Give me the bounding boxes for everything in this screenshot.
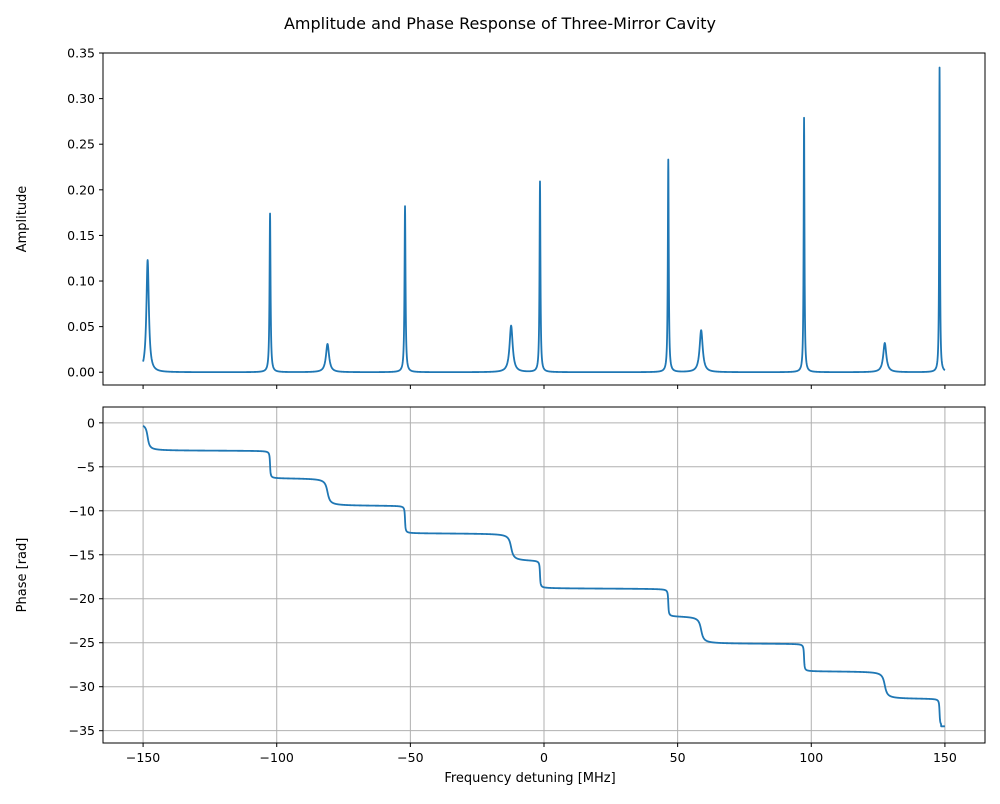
figure-title: Amplitude and Phase Response of Three-Mi… <box>284 14 716 33</box>
y-tick-label: 0.10 <box>67 274 95 289</box>
x-tick-label: −150 <box>126 750 160 765</box>
x-tick-label: −100 <box>260 750 294 765</box>
phase-xlabel: Frequency detuning [MHz] <box>444 771 615 786</box>
y-tick-label: 0.20 <box>67 182 95 197</box>
amplitude-panel: 0.00 0.05 0.10 0.15 0.20 0.25 0.30 0.35 Amplitu… <box>15 46 986 389</box>
y-tick-label: 0.35 <box>67 46 95 61</box>
y-tick-label: −10 <box>69 503 95 518</box>
amplitude-ylabel: Amplitude <box>15 186 30 253</box>
amplitude-axes-frame <box>102 52 986 386</box>
x-tick-label: 100 <box>799 750 823 765</box>
amplitude-series-line <box>142 66 946 374</box>
x-tick-label: 50 <box>670 750 686 765</box>
y-tick-label: −30 <box>69 679 95 694</box>
y-tick-label: 0.00 <box>67 365 95 380</box>
y-tick-label: 0.15 <box>67 228 95 243</box>
y-tick-label: 0.05 <box>67 319 95 334</box>
x-tick-label: 0 <box>540 750 548 765</box>
y-tick-label: −25 <box>69 635 95 650</box>
y-tick-label: −15 <box>69 547 95 562</box>
y-tick-label: −35 <box>69 723 95 738</box>
y-tick-label: 0 <box>87 415 95 430</box>
phase-series-line <box>142 425 946 728</box>
x-tick-label: −50 <box>397 750 423 765</box>
y-tick-label: −20 <box>69 591 95 606</box>
phase-panel: −150 −100 −50 0 50 100 150 0 −5 −10 −15 −20 −25 −30 −3… <box>15 406 986 786</box>
y-tick-label: 0.25 <box>67 137 95 152</box>
x-tick-label: 150 <box>933 750 957 765</box>
phase-ylabel: Phase [rad] <box>15 538 30 613</box>
y-tick-label: 0.30 <box>67 91 95 106</box>
y-tick-label: −5 <box>77 459 95 474</box>
